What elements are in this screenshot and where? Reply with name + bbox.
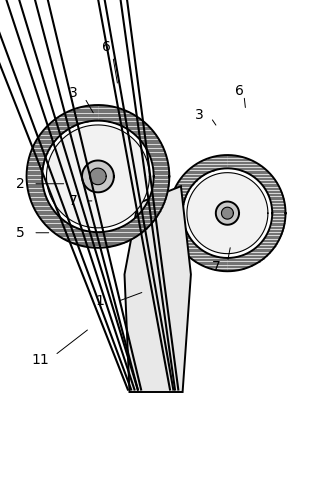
Circle shape	[221, 207, 233, 219]
Text: 2: 2	[16, 177, 24, 191]
Text: 5: 5	[16, 226, 24, 240]
Circle shape	[82, 160, 114, 193]
Polygon shape	[169, 155, 286, 271]
Circle shape	[90, 168, 106, 185]
Polygon shape	[27, 105, 169, 248]
Circle shape	[216, 201, 239, 225]
Circle shape	[46, 125, 149, 228]
Text: 7: 7	[69, 194, 77, 208]
Polygon shape	[124, 186, 191, 392]
Text: 6: 6	[235, 84, 243, 98]
Text: 11: 11	[31, 353, 49, 367]
Text: 7: 7	[211, 260, 220, 274]
Text: 3: 3	[69, 86, 77, 100]
Text: 6: 6	[102, 40, 111, 53]
Text: 1: 1	[95, 294, 104, 308]
Text: 3: 3	[195, 108, 204, 122]
Circle shape	[187, 172, 268, 254]
